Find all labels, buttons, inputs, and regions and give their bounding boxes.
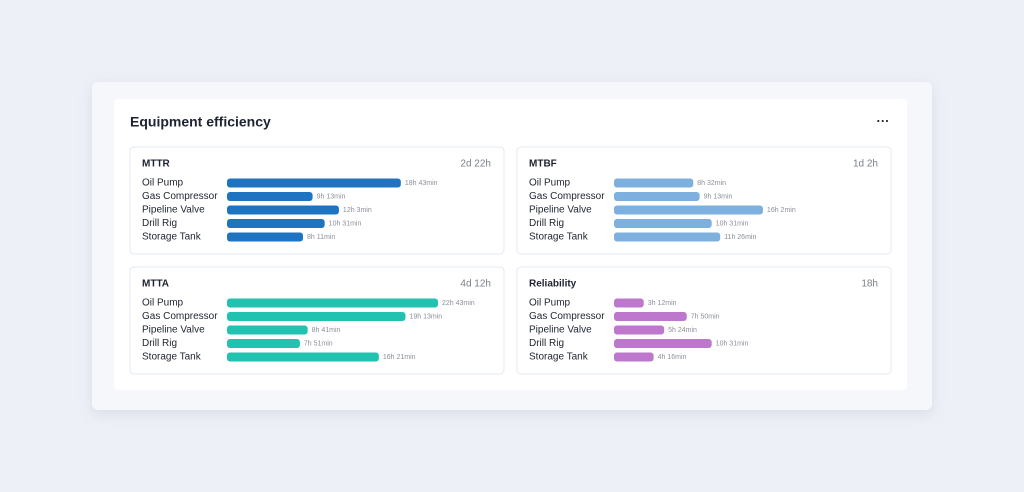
category-label: Pipeline Valve (142, 325, 205, 336)
category-label: Storage Tank (142, 352, 202, 363)
value-label: 7h 50min (691, 313, 720, 320)
category-label: Oil Pump (529, 178, 571, 189)
bar (614, 339, 712, 348)
bar (227, 312, 406, 321)
value-label: 3h 12min (648, 300, 677, 307)
value-label: 10h 31min (716, 340, 749, 347)
value-label: 12h 3min (343, 207, 372, 214)
value-label: 8h 32min (697, 180, 726, 187)
panel-title: MTTR (142, 159, 171, 170)
panel (129, 146, 505, 255)
widget-title: Equipment efficiency (130, 114, 271, 130)
category-label: Drill Rig (142, 338, 177, 349)
bar (227, 219, 325, 228)
bar (614, 178, 694, 188)
bar (614, 352, 654, 362)
bar (227, 192, 313, 201)
panel-summary: 18h (861, 279, 878, 290)
category-label: Oil Pump (142, 178, 184, 189)
bar (227, 339, 300, 348)
panel-title: MTBF (529, 159, 557, 170)
bar (614, 219, 712, 228)
panel (516, 146, 892, 255)
panel-summary: 4d 12h (460, 279, 491, 290)
category-label: Pipeline Valve (529, 205, 592, 216)
value-label: 8h 11min (307, 234, 335, 241)
panel-title: MTTA (142, 279, 169, 290)
category-label: Storage Tank (142, 232, 202, 243)
panel-summary: 1d 2h (853, 159, 878, 170)
menu-button[interactable]: ··· (877, 113, 890, 128)
value-label: 9h 13min (704, 193, 733, 200)
value-label: 9h 13min (317, 193, 346, 200)
bar (614, 298, 644, 308)
bar (227, 298, 438, 308)
value-label: 8h 41min (312, 327, 341, 334)
category-label: Pipeline Valve (529, 325, 592, 336)
category-label: Gas Compressor (142, 311, 218, 322)
value-label: 22h 43min (442, 300, 475, 307)
category-label: Drill Rig (529, 338, 564, 349)
value-label: 10h 31min (329, 220, 362, 227)
bar (614, 312, 687, 321)
bar (614, 232, 721, 242)
value-label: 10h 31min (716, 220, 749, 227)
value-label: 11h 26min (724, 234, 756, 241)
bar (227, 178, 401, 188)
value-label: 7h 51min (304, 340, 333, 347)
panel-summary: 2d 22h (460, 159, 491, 170)
bar (227, 352, 379, 362)
value-label: 16h 2min (767, 207, 796, 214)
category-label: Gas Compressor (529, 191, 605, 202)
bar (227, 205, 339, 215)
value-label: 18h 43min (405, 180, 438, 187)
value-label: 16h 21min (383, 354, 416, 361)
category-label: Drill Rig (142, 218, 177, 229)
category-label: Storage Tank (529, 232, 589, 243)
category-label: Gas Compressor (529, 311, 605, 322)
panel-title: Reliability (529, 279, 577, 290)
category-label: Pipeline Valve (142, 205, 205, 216)
bar (614, 325, 665, 335)
bar (227, 232, 304, 242)
bar (614, 192, 700, 201)
category-label: Oil Pump (529, 298, 571, 309)
bar (614, 205, 763, 215)
category-label: Oil Pump (142, 298, 184, 309)
category-label: Gas Compressor (142, 191, 218, 202)
category-label: Storage Tank (529, 352, 589, 363)
panel (516, 266, 892, 375)
bar (227, 325, 308, 335)
category-label: Drill Rig (529, 218, 564, 229)
value-label: 5h 24min (668, 327, 697, 334)
value-label: 19h 13min (409, 313, 442, 320)
value-label: 4h 16min (658, 354, 687, 361)
